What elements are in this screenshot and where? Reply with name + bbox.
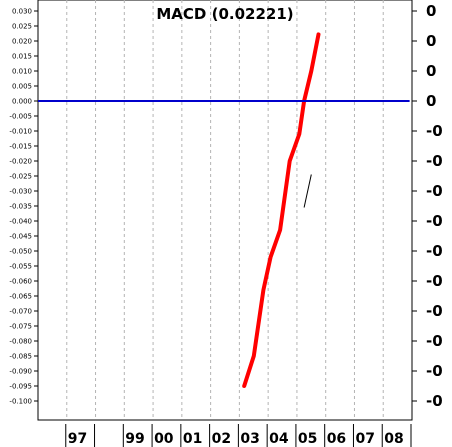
y-tick-label: 0.000 <box>12 98 32 106</box>
right-tick-label: -0 <box>426 212 443 230</box>
x-tick-label: 05 <box>298 431 317 447</box>
x-tick-label: 04 <box>269 431 289 447</box>
right-tick-label: 0 <box>426 92 436 110</box>
grid <box>66 0 384 420</box>
y-tick-label: -0.005 <box>9 113 32 121</box>
y-tick-label: -0.090 <box>9 368 32 376</box>
right-tick-label: -0 <box>426 392 443 410</box>
right-tick-label: -0 <box>426 152 443 170</box>
x-tick-label: 02 <box>212 431 231 447</box>
plot-border <box>37 0 413 421</box>
y-tick-label: -0.020 <box>9 158 32 166</box>
chart-title: MACD (0.02221) <box>156 5 293 23</box>
right-tick-label: -0 <box>426 122 443 140</box>
x-tick-label: 97 <box>68 431 87 447</box>
y-tick-label: -0.025 <box>9 173 32 181</box>
signal-line <box>303 174 312 208</box>
x-axis: 97 99 00 01 02 03 04 05 06 07 08 <box>38 419 412 447</box>
x-tick-label: 99 <box>125 431 144 447</box>
x-tick-label: 03 <box>240 431 259 447</box>
right-tick-label: 0 <box>426 2 436 20</box>
y-tick-label: -0.045 <box>9 233 32 241</box>
y-tick-label: -0.035 <box>9 203 32 211</box>
x-tick-label: 00 <box>154 431 174 447</box>
y-tick-label: -0.095 <box>9 383 32 391</box>
y-tick-label: -0.050 <box>9 248 32 256</box>
x-tick-label: 01 <box>183 431 202 447</box>
y-tick-label: -0.070 <box>9 308 32 316</box>
y-tick-label: 0.030 <box>12 8 32 16</box>
left-y-axis: 0.030 0.025 0.020 0.015 0.010 0.005 0.000 -0.00… <box>9 8 38 406</box>
y-tick-label: -0.085 <box>9 353 32 361</box>
right-tick-label: -0 <box>426 182 443 200</box>
y-tick-label: -0.055 <box>9 263 32 271</box>
right-tick-label: -0 <box>426 332 443 350</box>
y-tick-label: -0.075 <box>9 323 32 331</box>
y-tick-label: 0.020 <box>12 38 32 46</box>
right-tick-label: -0 <box>426 242 443 260</box>
x-tick-label: 07 <box>355 431 374 447</box>
y-tick-label: -0.030 <box>9 188 32 196</box>
y-tick-label: 0.005 <box>12 83 32 91</box>
y-tick-label: -0.010 <box>9 128 32 136</box>
y-tick-label: -0.040 <box>9 218 32 226</box>
x-tick-label: 08 <box>384 431 403 447</box>
right-y-axis: 0 0 0 0 -0 -0 -0 -0 -0 -0 -0 -0 -0 -0 <box>412 2 443 410</box>
y-tick-label: -0.100 <box>9 398 32 406</box>
y-tick-label: 0.010 <box>12 68 32 76</box>
y-tick-label: 0.015 <box>12 53 32 61</box>
right-tick-label: -0 <box>426 362 443 380</box>
right-tick-label: -0 <box>426 272 443 290</box>
right-tick-label: 0 <box>426 32 436 50</box>
right-tick-label: -0 <box>426 302 443 320</box>
macd-line <box>242 32 321 388</box>
y-tick-label: -0.065 <box>9 293 32 301</box>
series-layer <box>38 32 410 388</box>
y-tick-label: -0.015 <box>9 143 32 151</box>
right-tick-label: 0 <box>426 62 436 80</box>
y-tick-label: 0.025 <box>12 23 32 31</box>
y-tick-label: -0.080 <box>9 338 32 346</box>
x-tick-label: 06 <box>327 431 346 447</box>
y-tick-label: -0.060 <box>9 278 32 286</box>
